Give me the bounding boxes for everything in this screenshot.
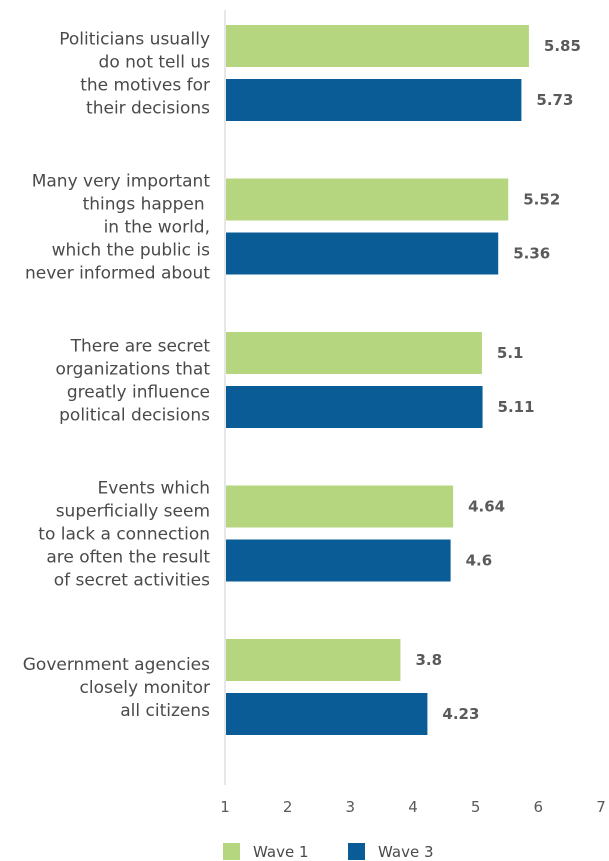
- bar-wave-3-2: [226, 232, 499, 275]
- bar-wave-3-1: [226, 79, 522, 121]
- category-label-line: Many very important: [32, 172, 211, 192]
- bar-wave-3-5: [226, 693, 428, 735]
- category-label-line: their decisions: [86, 99, 210, 119]
- x-axis-ticks: 1 2 3 4 5 6 7: [220, 798, 606, 816]
- value-label: 5.36: [513, 245, 550, 263]
- value-label: 5.11: [498, 398, 535, 416]
- value-label: 5.73: [536, 91, 573, 109]
- value-label: 4.64: [468, 498, 505, 516]
- category-label-line: superficially seem: [56, 502, 210, 522]
- bar-wave-1-1: [226, 25, 529, 67]
- value-label: 4.6: [466, 552, 493, 570]
- x-tick-label: 7: [596, 798, 606, 816]
- category-label-line: organizations that: [56, 360, 211, 380]
- category-label-line: political decisions: [59, 406, 210, 426]
- category-label: Politicians usually do not tell us the mot…: [59, 30, 210, 119]
- bar-wave-3-4: [226, 539, 451, 582]
- category-label-line: There are secret: [70, 337, 211, 357]
- category-label-line: Politicians usually: [59, 30, 210, 50]
- category-label-line: Events which: [98, 479, 210, 499]
- bar-wave-1-2: [226, 178, 509, 221]
- x-tick-label: 3: [346, 798, 356, 816]
- x-tick-label: 6: [534, 798, 544, 816]
- bar-wave-3-3: [226, 386, 483, 428]
- category-label-line: the motives for: [80, 76, 210, 96]
- legend-swatch-wave-1: [223, 843, 240, 860]
- legend-swatch-wave-3: [348, 843, 365, 860]
- bar-wave-1-5: [226, 639, 401, 681]
- value-label: 4.23: [442, 705, 479, 723]
- x-tick-label: 4: [408, 798, 418, 816]
- category-label: There are secret organizations that greatl…: [56, 337, 211, 426]
- bars: [226, 25, 529, 735]
- category-label-line: greatly influence: [67, 383, 210, 403]
- legend-label: Wave 3: [378, 843, 433, 861]
- legend-label: Wave 1: [253, 843, 308, 861]
- legend: Wave 1 Wave 3: [223, 843, 433, 861]
- category-label-line: which the public is: [52, 241, 211, 261]
- category-labels: Politicians usually do not tell us the mot…: [23, 30, 211, 722]
- category-label-line: things happen: [83, 195, 210, 215]
- category-label: Events which superficially seem to lack a …: [38, 479, 210, 591]
- category-label-line: to lack a connection: [38, 525, 210, 545]
- value-label: 3.8: [415, 651, 442, 669]
- value-label: 5.52: [523, 191, 560, 209]
- x-tick-label: 2: [283, 798, 293, 816]
- category-label-line: closely monitor: [80, 678, 211, 698]
- value-labels: 5.85 5.73 5.52 5.36 5.1 5.11 4.64 4.6 3.8 4.23: [415, 37, 580, 723]
- category-label-line: in the world,: [104, 218, 210, 238]
- category-label-line: do not tell us: [99, 53, 211, 73]
- category-label-line: Government agencies: [23, 655, 210, 675]
- x-tick-label: 1: [220, 798, 230, 816]
- x-tick-label: 5: [471, 798, 481, 816]
- bar-wave-1-3: [226, 332, 482, 374]
- category-label-line: all citizens: [120, 701, 210, 721]
- category-label-line: are often the result: [46, 548, 210, 568]
- bar-wave-1-4: [226, 485, 454, 528]
- value-label: 5.1: [497, 344, 524, 362]
- category-label-line: never informed about: [25, 264, 210, 284]
- category-label-line: of secret activities: [54, 571, 210, 591]
- category-label: Many very important things happen in the …: [25, 172, 210, 284]
- value-label: 5.85: [544, 37, 581, 55]
- category-label: Government agencies closely monitor all ci…: [23, 655, 210, 721]
